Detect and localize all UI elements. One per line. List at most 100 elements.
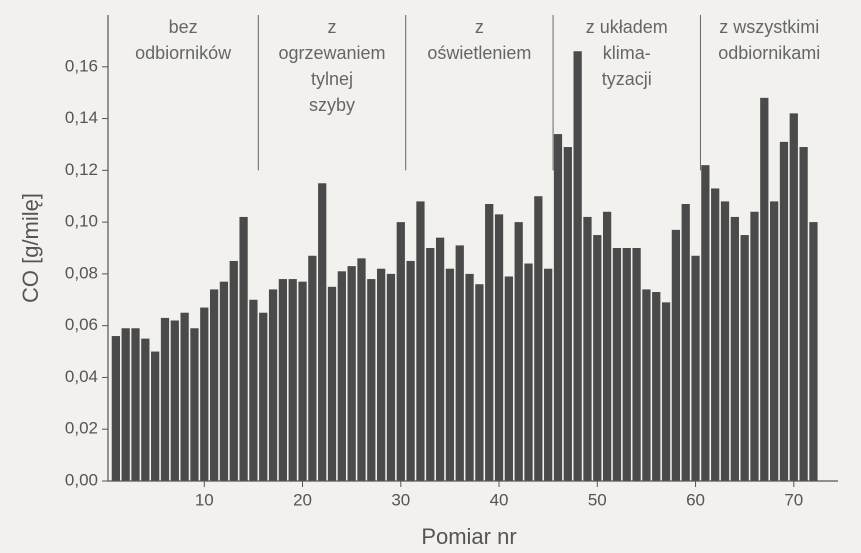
bar (318, 183, 327, 481)
bar (327, 286, 337, 481)
bar (573, 51, 582, 481)
y-tick-label: 0,14 (65, 108, 98, 127)
bar (170, 320, 179, 481)
bar (131, 328, 140, 481)
bar (809, 222, 818, 481)
bar (111, 336, 120, 481)
y-tick-label: 0,02 (65, 419, 98, 438)
y-tick-label: 0,00 (65, 470, 98, 489)
annotation: odbiorników (135, 43, 232, 63)
bar (239, 216, 248, 481)
bar (632, 248, 641, 481)
bar (720, 201, 730, 481)
bar (514, 222, 523, 481)
annotation: tylnej (311, 69, 353, 89)
bar (593, 235, 602, 481)
annotation: oświetleniem (427, 43, 531, 63)
x-tick-label: 40 (490, 490, 509, 509)
bar (288, 279, 297, 481)
bar (259, 312, 268, 481)
annotation: z układem (586, 17, 668, 37)
bar (416, 201, 425, 481)
bar (298, 281, 307, 481)
bar (121, 328, 130, 481)
bar (268, 289, 278, 481)
bar (524, 263, 533, 481)
bar (760, 97, 769, 481)
annotation: z (475, 17, 484, 37)
x-tick-label: 20 (293, 490, 312, 509)
bar (180, 312, 189, 481)
annotation: z (328, 17, 337, 37)
bar (435, 237, 445, 481)
bar (190, 328, 199, 481)
annotation: ogrzewaniem (278, 43, 385, 63)
bar (347, 266, 356, 481)
x-tick-label: 60 (686, 490, 705, 509)
bar (229, 260, 238, 481)
x-axis-label: Pomiar nr (421, 524, 516, 549)
bar (661, 302, 671, 481)
y-tick-label: 0,10 (65, 212, 98, 231)
bar (711, 188, 720, 481)
bar (612, 248, 622, 481)
annotation: szyby (309, 95, 355, 115)
x-tick-label: 50 (588, 490, 607, 509)
bar (701, 165, 710, 481)
bar (308, 255, 317, 481)
annotation: bez (169, 17, 198, 37)
bar (200, 307, 209, 481)
annotation: klima- (603, 43, 651, 63)
bar (642, 289, 651, 481)
y-tick-label: 0,06 (65, 315, 98, 334)
annotation: tyzacji (602, 69, 652, 89)
bar (553, 134, 563, 482)
y-tick-label: 0,08 (65, 263, 98, 282)
bar (494, 214, 504, 481)
bar (141, 338, 150, 481)
bar (337, 271, 346, 481)
bar (681, 203, 690, 481)
bar (209, 289, 219, 481)
bar (730, 216, 739, 481)
y-axis-label: CO [g/milę] (18, 193, 43, 303)
bar (455, 245, 464, 481)
bar (799, 147, 808, 482)
y-tick-label: 0,16 (65, 56, 98, 75)
bar (691, 255, 700, 481)
bar (779, 141, 789, 481)
bar (504, 276, 513, 481)
bar (789, 113, 798, 481)
bar (445, 268, 455, 481)
bar (357, 258, 366, 481)
annotation: z wszystkimi (719, 17, 819, 37)
bar (583, 216, 592, 481)
bar (602, 211, 612, 481)
y-tick-label: 0,04 (65, 367, 98, 386)
bar (740, 235, 749, 481)
bar (652, 292, 661, 481)
bar (770, 201, 779, 481)
bar (671, 229, 681, 481)
bar (386, 273, 396, 481)
bar (278, 279, 288, 481)
bar (622, 248, 631, 481)
x-tick-label: 30 (391, 490, 410, 509)
bar (367, 279, 376, 481)
x-tick-label: 70 (784, 490, 803, 509)
bar (485, 203, 494, 481)
x-tick-label: 10 (195, 490, 214, 509)
bar (160, 317, 170, 481)
bar (377, 268, 386, 481)
bar (475, 284, 484, 481)
bar (563, 147, 572, 482)
bar (219, 281, 229, 481)
bar (465, 273, 474, 481)
bar (406, 260, 415, 481)
bar (426, 248, 435, 481)
y-tick-label: 0,12 (65, 160, 98, 179)
bar (249, 299, 258, 481)
bar (534, 196, 543, 481)
bar (396, 222, 405, 481)
